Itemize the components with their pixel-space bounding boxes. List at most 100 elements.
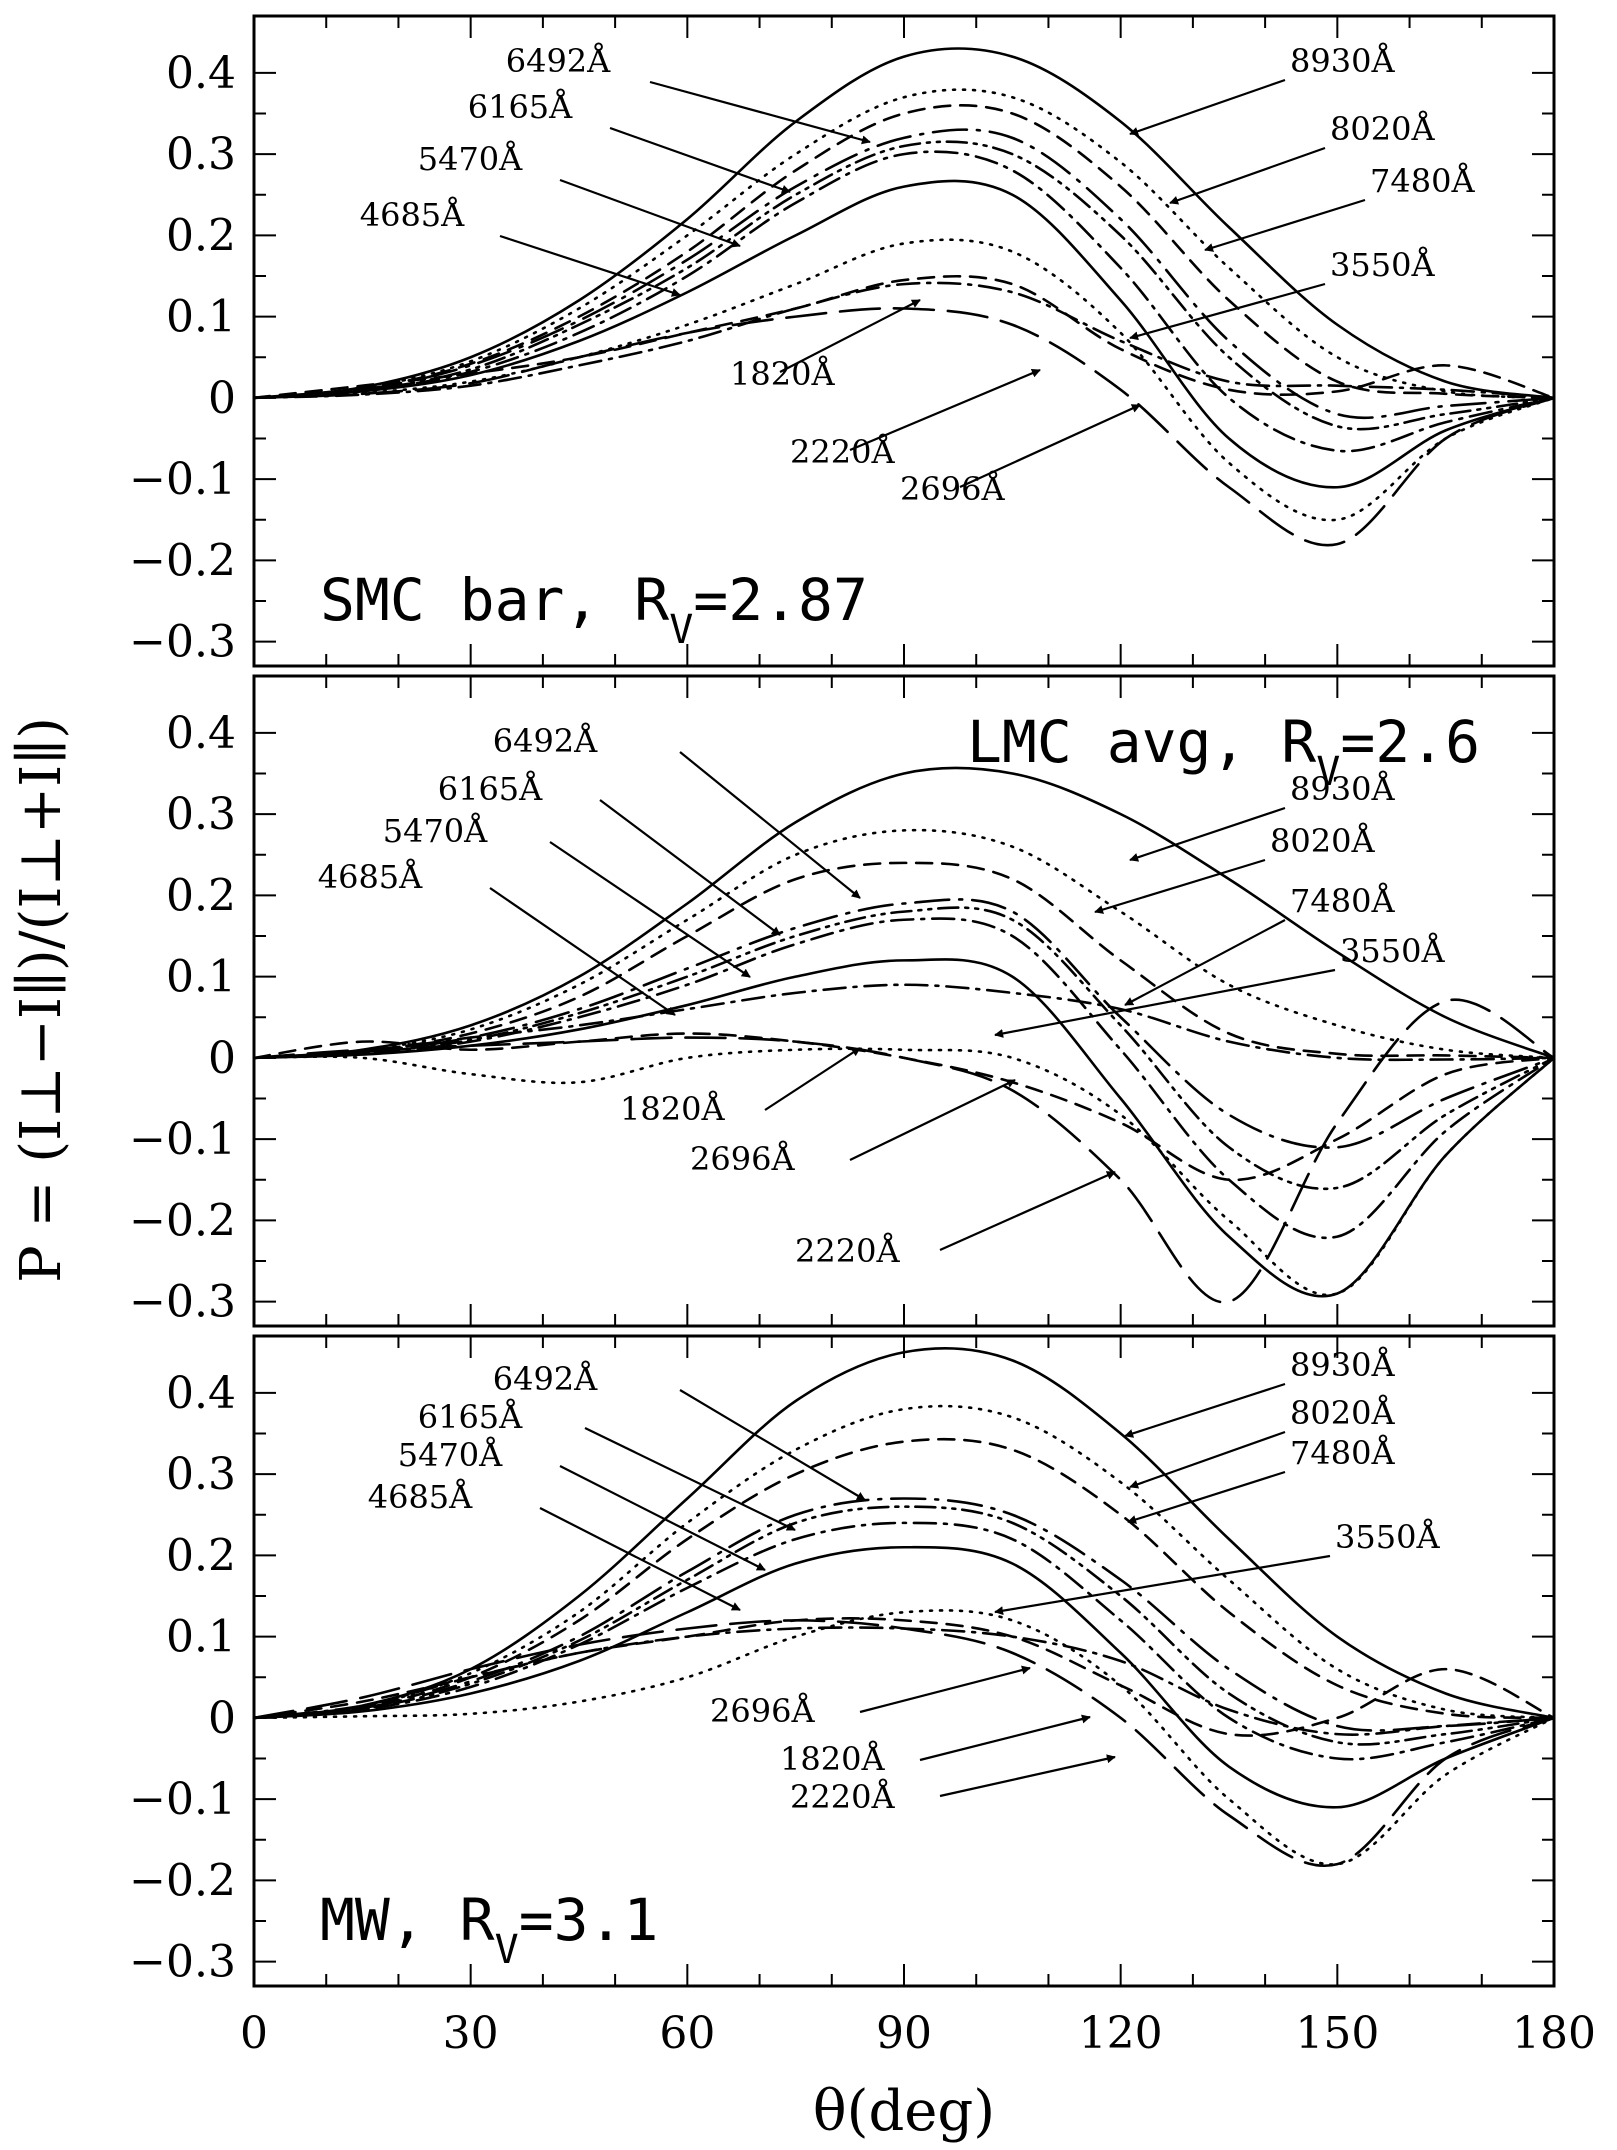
annotation-arrow: [859, 1665, 1031, 1714]
y-tick-label: 0.4: [166, 708, 236, 759]
y-tick-label: 0.2: [166, 1530, 236, 1581]
series-line-3550A: [254, 238, 1554, 522]
series-line-8020A: [254, 88, 1554, 400]
x-tick-label: 90: [876, 2008, 932, 2059]
y-tick-label: 0.3: [166, 129, 236, 180]
series-line-6165A: [254, 906, 1554, 1191]
annotation-label: 1820Å: [730, 355, 835, 393]
series-line-1820A: [254, 281, 1554, 400]
annotation-label: 1820Å: [780, 1740, 885, 1778]
series-line-2696A: [254, 1032, 1554, 1182]
x-axis-label: θ(deg): [813, 2079, 995, 2144]
series-line-7480A: [254, 104, 1554, 400]
annotation-arrow: [649, 80, 871, 145]
annotation-arrow: [1204, 198, 1366, 252]
annotation-label: 6165Å: [468, 88, 573, 126]
panel-label: SMC bar, RV=2.87: [320, 566, 868, 653]
annotation-arrow: [919, 1714, 1091, 1762]
annotation-label: 2220Å: [795, 1232, 900, 1270]
annotation-label: 2220Å: [790, 433, 895, 471]
series-line-2220A: [254, 1619, 1554, 1867]
annotation-arrow: [549, 841, 751, 978]
series-line-2696A: [254, 274, 1554, 400]
annotation-arrow: [1169, 146, 1326, 205]
panel-3: 0.4 0.3 0.2 0.1 0 −0.1 −0.2 −0.3 6492Å6165Å5470Å…: [129, 1334, 1556, 1988]
series-line-3550A: [254, 1047, 1554, 1297]
series-line-8930A: [254, 47, 1554, 400]
annotation-arrow: [1129, 78, 1286, 136]
annotation-arrow: [994, 968, 1336, 1038]
series-line-6492A: [254, 128, 1554, 420]
annotation-arrow: [939, 1170, 1116, 1252]
series-line-1820A: [254, 983, 1554, 1062]
annotation-label: 6165Å: [418, 1398, 523, 1436]
annotation-label: 2696Å: [690, 1140, 795, 1178]
series-line-6492A: [254, 1497, 1554, 1732]
series-line-6165A: [254, 140, 1554, 431]
y-tick-label: 0.3: [166, 789, 236, 840]
series-line-8930A: [254, 766, 1554, 1060]
annotation-label: 4685Å: [318, 858, 423, 896]
y-tick-label: 0.3: [166, 1449, 236, 1500]
x-tick-label: 30: [443, 2008, 499, 2059]
y-tick-label: −0.3: [129, 1937, 236, 1988]
annotation-label: 6492Å: [493, 722, 598, 760]
y-tick-label: −0.1: [129, 1774, 236, 1825]
annotation-label: 6492Å: [506, 42, 611, 80]
y-tick-label: 0: [208, 373, 236, 424]
annotation-arrow: [764, 1047, 861, 1111]
panel-label: MW, RV=3.1: [320, 1886, 658, 1973]
annotation-label: 6165Å: [438, 770, 543, 808]
series-group: [254, 1346, 1554, 1867]
annotation-arrow: [559, 178, 741, 248]
annotations: 6492Å6165Å5470Å4685Å8930Å8020Å7480Å3550Å…: [368, 1346, 1441, 1816]
x-tick-label: 0: [240, 2008, 268, 2059]
annotation-arrow: [849, 368, 1041, 452]
annotation-arrow: [1124, 919, 1286, 1006]
panel-label: LMC avg, RV=2.6: [967, 708, 1480, 795]
annotations: 6492Å6165Å5470Å4685Å8930Å8020Å7480Å3550Å…: [360, 42, 1476, 508]
y-tick-label: −0.1: [129, 454, 236, 505]
annotation-label: 8020Å: [1270, 822, 1375, 860]
y-tick-label: 0.1: [166, 292, 236, 343]
annotation-label: 7480Å: [1290, 882, 1395, 920]
annotation-arrow: [779, 299, 921, 373]
y-tick-label: −0.3: [129, 617, 236, 668]
series-line-4685A: [254, 1545, 1554, 1809]
annotation-label: 3550Å: [1340, 932, 1445, 970]
annotations: 6492Å6165Å5470Å4685Å8930Å8020Å7480Å3550Å…: [318, 722, 1446, 1270]
annotation-label: 3550Å: [1330, 246, 1435, 284]
x-tick-label: 150: [1295, 2008, 1379, 2059]
annotation-label: 7480Å: [1290, 1434, 1395, 1472]
annotation-arrow: [1129, 806, 1286, 862]
annotation-arrow: [539, 1507, 741, 1611]
annotation-label: 7480Å: [1370, 162, 1475, 200]
y-tick-label: −0.3: [129, 1277, 236, 1328]
annotation-arrow: [1094, 858, 1266, 914]
series-line-8930A: [254, 1346, 1554, 1720]
annotation-label: 8930Å: [1290, 42, 1395, 80]
y-tick-label: 0.2: [166, 870, 236, 921]
annotation-label: 8930Å: [1290, 770, 1395, 808]
series-line-3550A: [254, 1609, 1554, 1866]
annotation-label: 8020Å: [1290, 1394, 1395, 1432]
annotation-arrow: [959, 403, 1141, 489]
series-line-8020A: [254, 828, 1554, 1060]
annotation-label: 1820Å: [620, 1090, 725, 1128]
series-line-5470A: [254, 917, 1554, 1240]
annotation-arrow: [599, 799, 781, 936]
annotation-arrow: [939, 1754, 1116, 1798]
y-tick-label: −0.2: [129, 1855, 236, 1906]
series-line-2220A: [254, 306, 1554, 547]
annotation-arrow: [609, 126, 791, 194]
annotation-label: 5470Å: [418, 140, 523, 178]
series-group: [254, 766, 1554, 1304]
y-tick-label: 0.4: [166, 48, 236, 99]
x-tick-label: 120: [1079, 2008, 1163, 2059]
annotation-arrow: [849, 1079, 1016, 1161]
annotation-label: 4685Å: [368, 1478, 473, 1516]
y-tick-label: −0.2: [129, 535, 236, 586]
annotation-arrow: [679, 1389, 866, 1501]
annotation-arrow: [559, 1465, 766, 1571]
annotation-arrow: [1129, 282, 1326, 341]
